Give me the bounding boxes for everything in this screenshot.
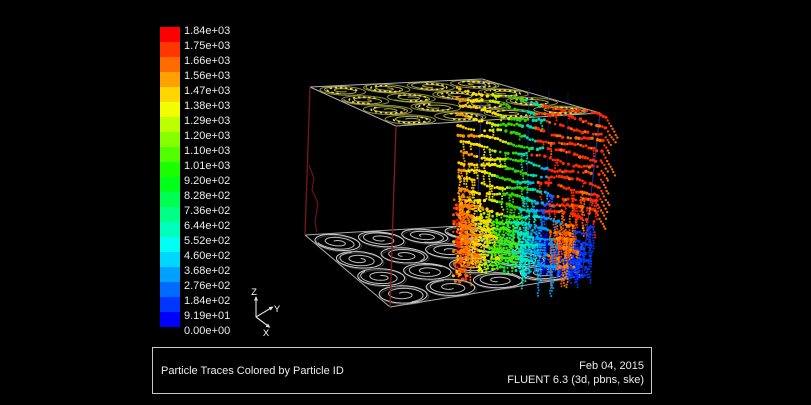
legend-tick-label: 5.52e+02 (184, 234, 231, 247)
colorbar-band (160, 312, 180, 327)
top-tube-spirals (319, 79, 588, 125)
colorbar-band (160, 207, 180, 222)
colorbar-band (160, 132, 180, 147)
caption-title: Particle Traces Colored by Particle ID (161, 365, 344, 377)
colorbar-band (160, 117, 180, 132)
legend-tick-label: 9.19e+01 (184, 309, 231, 322)
colorbar-band (160, 162, 180, 177)
colorbar-band (160, 147, 180, 162)
axis-label-x: X (263, 328, 270, 339)
colorbar-band (160, 267, 180, 282)
colorbar-band (160, 27, 180, 42)
caption-software: FLUENT 6.3 (3d, pbns, ske) (507, 373, 644, 386)
colorbar-band (160, 72, 180, 87)
caption-date: Feb 04, 2015 (579, 360, 644, 372)
legend-tick-label: 1.20e+03 (184, 129, 231, 142)
legend-tick-label: 1.84e+03 (184, 24, 231, 37)
legend-tick-label: 8.28e+02 (184, 189, 231, 202)
legend-tick-label: 6.44e+02 (184, 219, 231, 232)
colorbar-band (160, 42, 180, 57)
legend-tick-label: 9.20e+02 (184, 174, 231, 187)
colorbar-band (160, 57, 180, 72)
colorbar-band (160, 177, 180, 192)
legend-tick-label: 0.00e+00 (184, 324, 231, 337)
legend-tick-label: 4.60e+02 (184, 249, 231, 262)
colorbar-band (160, 297, 180, 312)
axis-triad: Z Y X (251, 287, 281, 339)
caption-box: Particle Traces Colored by Particle ID F… (152, 347, 652, 394)
colorbar-band (160, 222, 180, 237)
colorbar-band (160, 192, 180, 207)
legend-tick-label: 7.36e+02 (184, 204, 231, 217)
legend-tick-label: 1.01e+03 (184, 159, 231, 172)
legend-tick-label: 1.75e+03 (184, 39, 231, 52)
colorbar-band (160, 87, 180, 102)
colorbar-band (160, 282, 180, 297)
legend-tick-label: 1.29e+03 (184, 114, 231, 127)
colorbar-band (160, 252, 180, 267)
particle-trace-curtain (451, 86, 619, 298)
legend-tick-label: 2.76e+02 (184, 279, 231, 292)
legend-tick-label: 1.84e+02 (184, 294, 231, 307)
axis-label-z: Z (251, 287, 257, 298)
legend-tick-label: 1.66e+03 (184, 54, 231, 67)
legend-tick-label: 3.68e+02 (184, 264, 231, 277)
colorbar (160, 27, 180, 327)
colorbar-band (160, 102, 180, 117)
legend-tick-label: 1.47e+03 (184, 84, 231, 97)
axis-label-y: Y (274, 304, 281, 315)
colorbar-band (160, 237, 180, 252)
legend-tick-label: 1.56e+03 (184, 69, 231, 82)
caption-footer: Feb 04, 2015 FLUENT 6.3 (3d, pbns, ske) (507, 360, 644, 387)
legend-tick-label: 1.10e+03 (184, 144, 231, 157)
legend-tick-label: 1.38e+03 (184, 99, 231, 112)
